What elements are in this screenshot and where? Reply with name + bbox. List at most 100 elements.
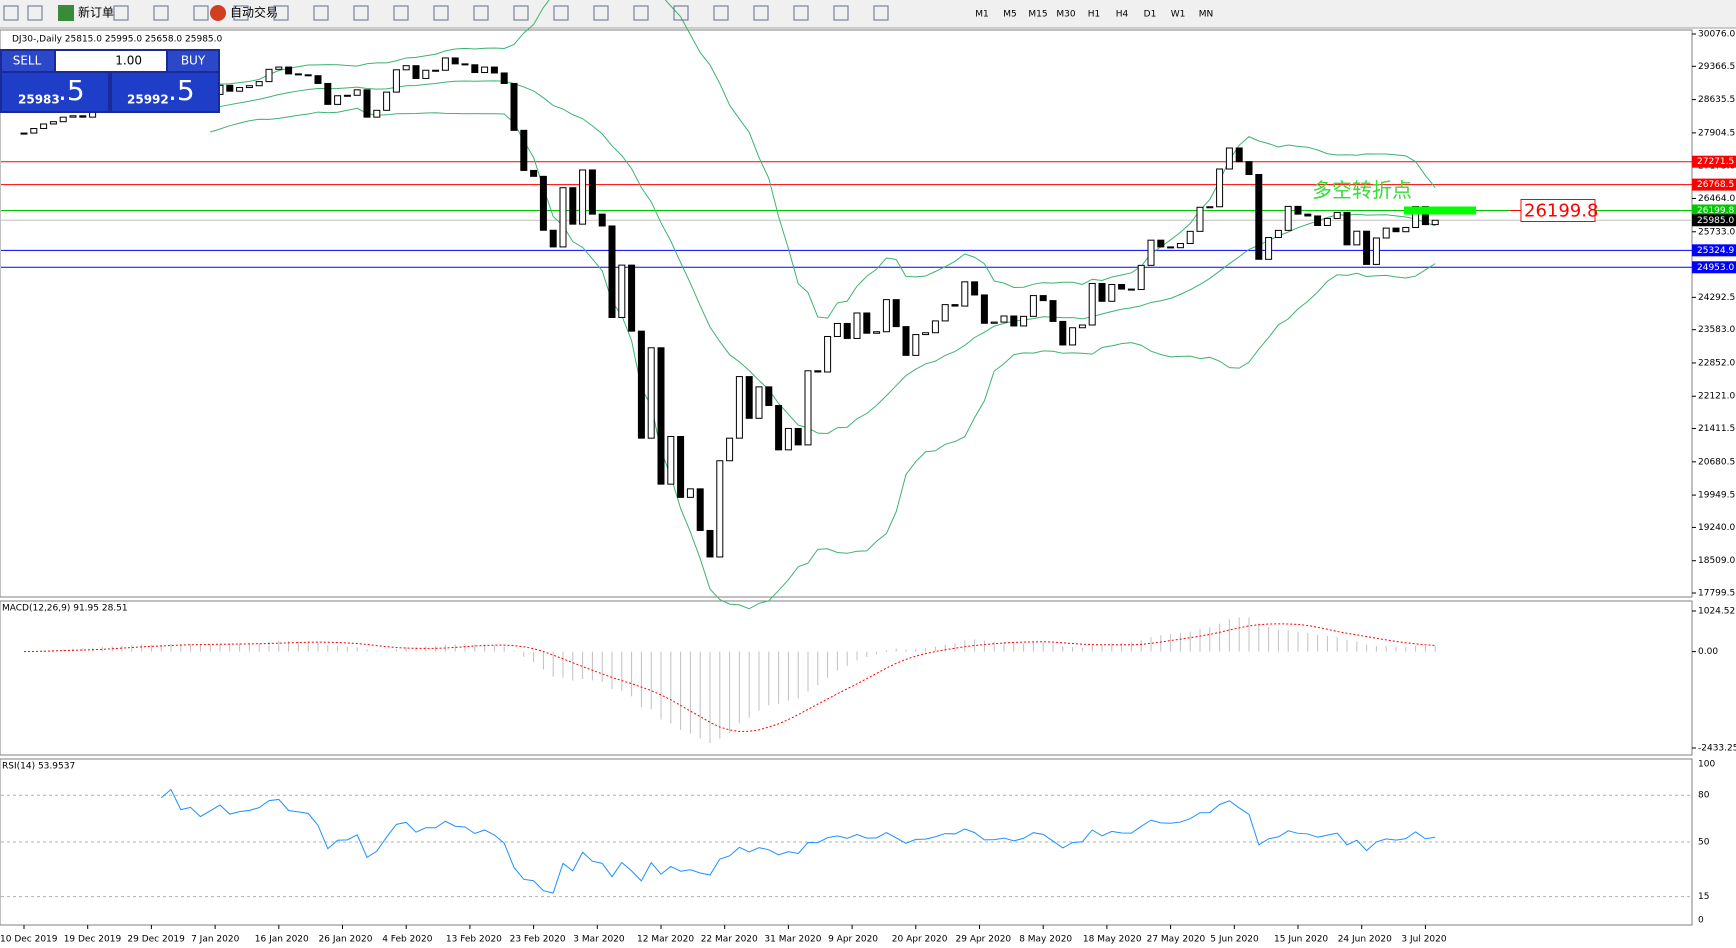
- sell-price[interactable]: 25983: [18, 93, 60, 107]
- date-label: 8 May 2020: [1019, 935, 1072, 945]
- candle: [510, 82, 518, 131]
- date-label: 7 Jan 2020: [191, 935, 239, 945]
- candle: [1363, 230, 1371, 265]
- candle: [1343, 211, 1351, 246]
- price-tick-label: 24292.5: [1698, 293, 1735, 303]
- toolbar-icon[interactable]: [673, 5, 689, 21]
- toolbar-icon[interactable]: [513, 5, 529, 21]
- toolbar-icon[interactable]: [3, 5, 19, 21]
- rsi-label: RSI(14) 53.9537: [2, 762, 75, 772]
- sell-price-box[interactable]: [2, 73, 108, 111]
- candle: [1118, 283, 1126, 290]
- candle: [873, 331, 881, 334]
- timeframe-button[interactable]: MN: [1199, 10, 1214, 20]
- timeframe-button[interactable]: M15: [1028, 10, 1047, 20]
- sell-pips[interactable]: .5: [58, 74, 85, 107]
- candle: [1000, 315, 1008, 323]
- toolbar-icon[interactable]: [473, 5, 489, 21]
- macd-tick-label: -2433.25: [1698, 744, 1736, 754]
- candle: [628, 264, 636, 332]
- toolbar-icon[interactable]: [753, 5, 769, 21]
- buy-button[interactable]: [168, 51, 218, 71]
- timeframe-button[interactable]: D1: [1144, 10, 1157, 20]
- candle: [69, 115, 77, 118]
- buy-price[interactable]: 25992: [127, 93, 169, 107]
- date-label: 20 Apr 2020: [892, 935, 948, 945]
- toolbar-icon[interactable]: [393, 5, 409, 21]
- lots-input[interactable]: [56, 51, 166, 71]
- timeframe-button[interactable]: H1: [1088, 10, 1101, 20]
- toolbar-icon[interactable]: [27, 5, 43, 21]
- candle: [402, 65, 410, 71]
- new-order-icon[interactable]: [58, 5, 74, 21]
- toolbar-icon[interactable]: [713, 5, 729, 21]
- timeframe-button[interactable]: M5: [1003, 10, 1017, 20]
- candle: [882, 299, 890, 333]
- candle: [245, 85, 253, 89]
- candle: [1108, 283, 1116, 302]
- timeframe-button[interactable]: H4: [1116, 10, 1129, 20]
- candle: [598, 213, 606, 227]
- price-tick-label: 20680.5: [1698, 457, 1735, 467]
- toolbar-icon[interactable]: [153, 5, 169, 21]
- date-label: 13 Feb 2020: [446, 935, 502, 945]
- candle: [1010, 315, 1018, 327]
- timeframe-button[interactable]: M30: [1056, 10, 1075, 20]
- candle: [931, 320, 939, 334]
- candle: [824, 335, 832, 373]
- price-line-label: 24953.0: [1697, 263, 1734, 273]
- candle: [275, 66, 283, 70]
- timeframe-button[interactable]: W1: [1171, 10, 1186, 20]
- sell-button[interactable]: [2, 51, 54, 71]
- candle: [314, 75, 322, 84]
- toolbar-icon[interactable]: [873, 5, 889, 21]
- candle: [745, 376, 753, 419]
- toolbar-icon[interactable]: [193, 5, 209, 21]
- toolbar-icon[interactable]: [233, 5, 249, 21]
- candle: [941, 304, 949, 322]
- candle: [549, 229, 557, 248]
- toolbar-icon[interactable]: [593, 5, 609, 21]
- toolbar-icon[interactable]: [433, 5, 449, 21]
- toolbar-icon[interactable]: [313, 5, 329, 21]
- toolbar-icon[interactable]: [113, 5, 129, 21]
- buy-pips[interactable]: .5: [168, 74, 195, 107]
- toolbar-icon[interactable]: [353, 5, 369, 21]
- candle: [971, 281, 979, 296]
- toolbar-icon[interactable]: [793, 5, 809, 21]
- candle: [794, 427, 802, 446]
- candle: [1353, 230, 1361, 246]
- candle: [814, 370, 822, 373]
- price-tick-label: 29366.5: [1698, 62, 1735, 72]
- auto-trading-button[interactable]: 自动交易: [230, 5, 278, 20]
- toolbar-icon[interactable]: [633, 5, 649, 21]
- new-order-button[interactable]: 新订单: [78, 5, 114, 20]
- toolbar-icon[interactable]: [833, 5, 849, 21]
- rsi-panel: [0, 758, 1693, 926]
- price-tick-label: 30076.0: [1698, 30, 1735, 40]
- candle: [432, 69, 440, 72]
- sell-label[interactable]: SELL: [13, 54, 42, 68]
- candle: [1167, 246, 1175, 249]
- auto-trading-icon[interactable]: [210, 5, 226, 21]
- candle: [980, 294, 988, 324]
- candle: [559, 187, 567, 248]
- price-tick-label: 19949.5: [1698, 491, 1735, 501]
- candle: [1176, 243, 1184, 249]
- price-line-label: 26199.8: [1697, 206, 1734, 216]
- toolbar-icon[interactable]: [273, 5, 289, 21]
- date-label: 3 Jul 2020: [1401, 935, 1446, 945]
- date-label: 22 Mar 2020: [701, 935, 758, 945]
- toolbar-icon[interactable]: [553, 5, 569, 21]
- date-label: 27 May 2020: [1147, 935, 1206, 945]
- buy-price-box[interactable]: [112, 73, 218, 111]
- date-label: 15 Jun 2020: [1274, 935, 1328, 945]
- price-line-tag: [1692, 214, 1736, 227]
- main-chart-panel: [0, 29, 1693, 598]
- candle: [40, 123, 48, 130]
- candle: [1098, 282, 1106, 302]
- candle: [1402, 226, 1410, 233]
- lots-value[interactable]: 1.00: [115, 54, 142, 68]
- timeframe-button[interactable]: M1: [975, 10, 989, 20]
- buy-label[interactable]: BUY: [181, 54, 206, 68]
